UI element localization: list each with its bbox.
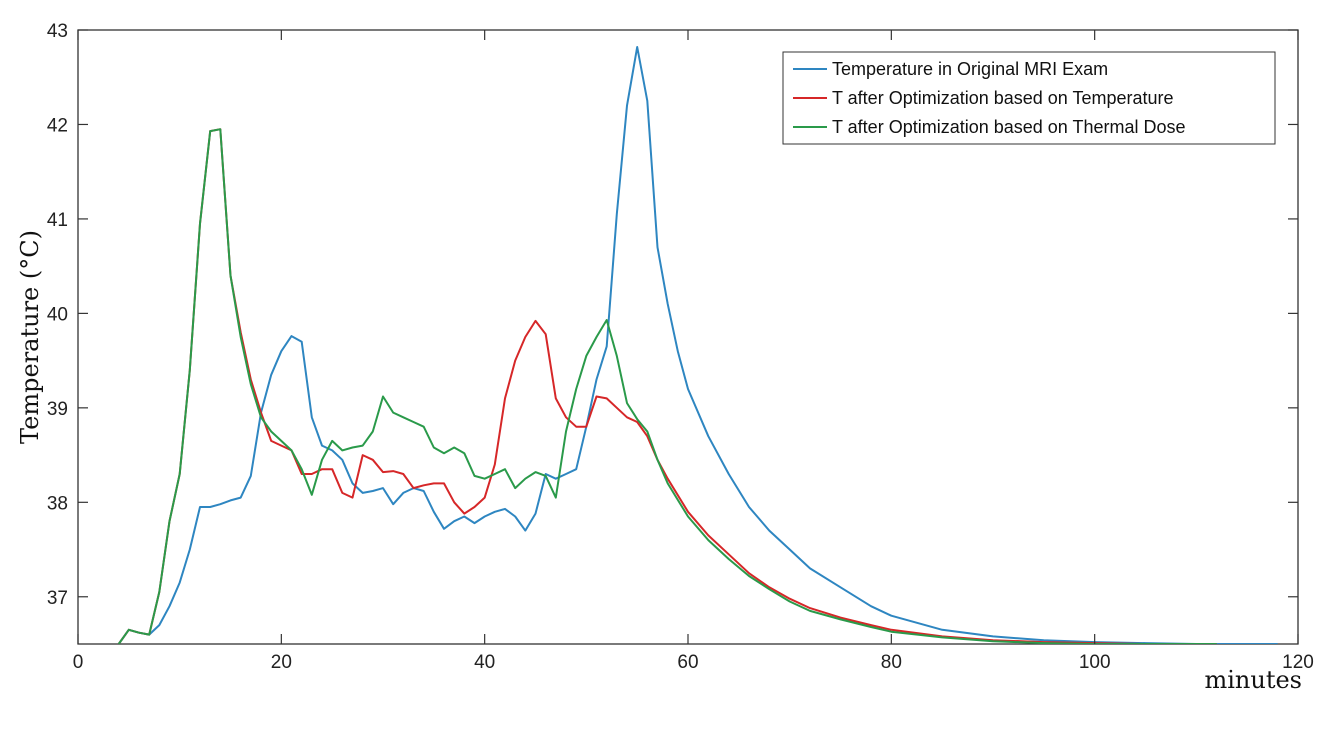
y-tick-label: 42 xyxy=(47,115,68,136)
y-tick-label: 40 xyxy=(47,304,68,325)
x-tick-label: 0 xyxy=(73,652,84,673)
series-line-dose-opt xyxy=(117,128,1217,644)
y-tick-label: 43 xyxy=(47,21,68,42)
y-axis-title: Temperature (°C) xyxy=(16,230,44,444)
tick-layer: 0 20 40 60 80 100 120 37 38 39 40 41 42 43 xyxy=(47,21,1314,673)
series-line-original xyxy=(117,46,1278,644)
y-tick-label: 38 xyxy=(47,493,68,514)
x-tick-label: 40 xyxy=(474,652,495,673)
legend-label-temperature-opt: T after Optimization based on Temperatur… xyxy=(832,88,1174,108)
legend-box xyxy=(782,51,1276,145)
x-tick-label: 20 xyxy=(271,652,292,673)
x-axis-title: minutes xyxy=(1204,666,1302,694)
y-tick-label: 41 xyxy=(47,210,68,231)
series-layer xyxy=(117,46,1278,644)
y-tick-label: 39 xyxy=(47,399,68,420)
x-tick-label: 80 xyxy=(881,652,902,673)
x-tick-label: 120 xyxy=(1282,652,1314,673)
legend-label-dose-opt: T after Optimization based on Thermal Do… xyxy=(832,117,1186,137)
legend-item-temperature-opt: T after Optimization based on Temperatur… xyxy=(793,88,1174,108)
legend-item-dose-opt: T after Optimization based on Thermal Do… xyxy=(793,117,1186,137)
legend: Temperature in Original MRI Exam T after… xyxy=(782,51,1276,145)
legend-item-original: Temperature in Original MRI Exam xyxy=(793,59,1108,79)
legend-label-original: Temperature in Original MRI Exam xyxy=(832,59,1108,79)
x-tick-label: 60 xyxy=(677,652,698,673)
y-tick-label: 37 xyxy=(47,588,68,609)
x-tick-label: 100 xyxy=(1079,652,1111,673)
